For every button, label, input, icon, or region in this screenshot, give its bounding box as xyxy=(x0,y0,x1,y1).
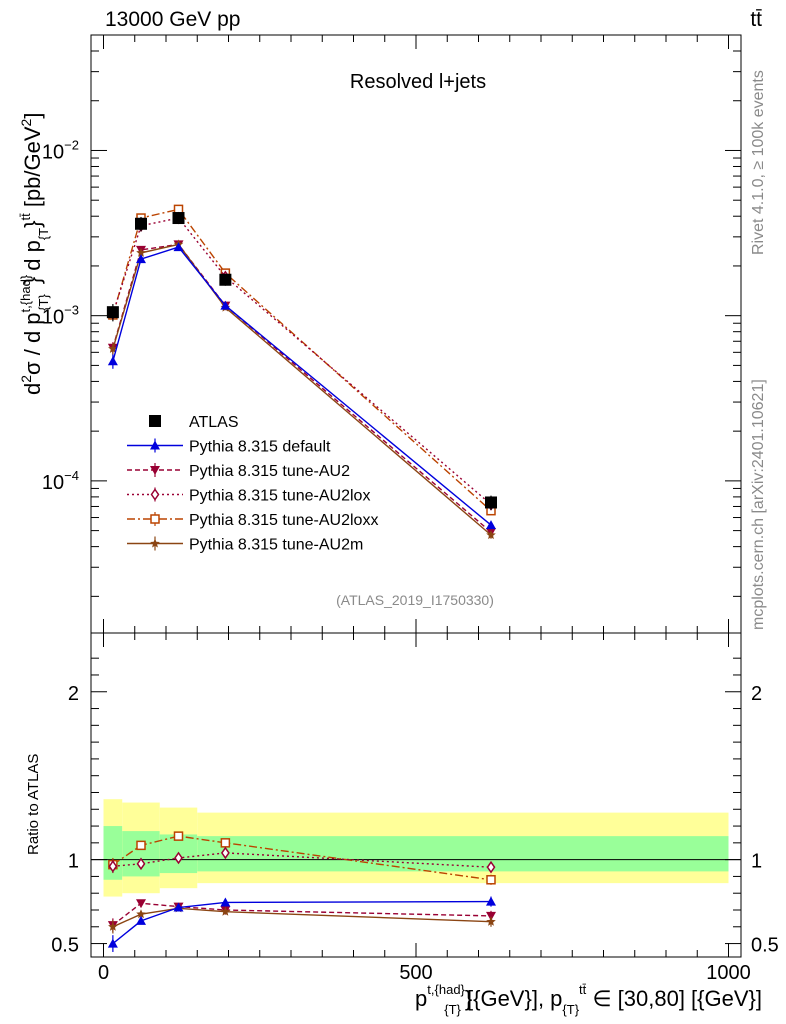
ratio-y-axis-label: Ratio to ATLAS xyxy=(25,754,42,855)
ratio-point-au2m xyxy=(220,906,231,916)
ratio-y-tick-label-right: 1 xyxy=(751,851,762,873)
legend-label-au2lox: Pythia 8.315 tune-AU2lox xyxy=(189,488,370,505)
point-data xyxy=(135,217,147,230)
x-axis-label: pt,{had}}{T} [{GeV}], p{T}tt̄ ∈ [30,80] … xyxy=(415,982,762,1017)
ratio-y-tick-label-right: 2 xyxy=(751,683,762,705)
main-panel-ticks: 10−4 10−3 10−2 xyxy=(42,34,741,633)
ratio-point-default xyxy=(173,902,184,912)
point-data xyxy=(106,306,119,319)
ratio-band-green xyxy=(291,836,729,872)
legend: ATLAS Pythia 8.315 default Pythia 8.315 tu… xyxy=(127,414,378,554)
process-label: tt̄ xyxy=(750,8,762,31)
point-au2m xyxy=(136,247,146,257)
ratio-point-au2loxx xyxy=(136,840,146,851)
main-series-group xyxy=(106,204,497,540)
ratio-point-au2m xyxy=(136,909,146,919)
ratio-point-default xyxy=(220,897,231,907)
ratio-point-default xyxy=(486,896,496,906)
main-y-tick-label: 10−3 xyxy=(42,303,79,329)
point-default xyxy=(107,356,118,366)
ratio-band-green xyxy=(197,836,291,872)
main-y-tick-label: 10−4 xyxy=(42,468,79,494)
ratio-point-au2 xyxy=(136,899,146,909)
point-data xyxy=(219,273,232,286)
main-title: Resolved l+jets xyxy=(350,71,486,93)
point-data xyxy=(172,212,185,225)
point-default xyxy=(136,254,146,264)
legend-label-au2loxx: Pythia 8.315 tune-AU2loxx xyxy=(189,512,378,529)
ratio-point-au2 xyxy=(486,911,496,921)
ratio-y-tick-label-left: 0.5 xyxy=(51,935,79,957)
legend-label-au2: Pythia 8.315 tune-AU2 xyxy=(189,463,350,480)
ratio-point-au2m xyxy=(486,916,496,926)
ratio-uncertainty-bands xyxy=(91,799,741,897)
ratio-point-au2loxx xyxy=(486,875,496,885)
legend-marker-au2 xyxy=(150,466,160,475)
point-default xyxy=(173,242,184,252)
ratio-point-au2lox xyxy=(136,857,146,871)
ratio-point-au2lox xyxy=(108,860,118,873)
legend-marker-au2m xyxy=(150,538,160,548)
energy-label: 13000 GeV pp xyxy=(105,8,240,31)
ratio-y-tick-label-left: 1 xyxy=(68,851,79,873)
legend-label-data: ATLAS xyxy=(189,414,239,431)
ratio-panel-ticks: 0.5 0.5 1 1 2 2 0 500 1000 xyxy=(51,633,779,984)
main-y-axis-label: d2σ / d pt,{had} {T}} d p{T}tt̄ [pb/GeV2] xyxy=(18,113,51,395)
legend-marker-data xyxy=(149,415,161,427)
ratio-series-group xyxy=(107,831,496,952)
ratio-point-default xyxy=(136,915,146,925)
ratio-point-au2loxx xyxy=(173,831,184,841)
ratio-line-default xyxy=(112,900,492,945)
legend-marker-au2lox xyxy=(150,488,160,501)
ratio-point-default xyxy=(107,938,118,948)
ratio-panel-frame xyxy=(90,632,742,958)
x-tick-label: 500 xyxy=(399,962,432,984)
ratio-point-au2lox xyxy=(174,851,183,865)
analysis-id: (ATLAS_2019_I1750330) xyxy=(336,592,494,608)
ratio-point-au2m xyxy=(108,921,118,931)
ratio-point-au2loxx xyxy=(220,838,231,848)
mcplots-label: mcplots.cern.ch [arXiv:2401.10621] xyxy=(750,379,767,630)
ratio-y-tick-label-right: 0.5 xyxy=(751,935,779,957)
point-au2m xyxy=(486,530,496,540)
x-tick-label: 0 xyxy=(98,962,109,984)
legend-label-default: Pythia 8.315 default xyxy=(189,439,331,456)
ratio-point-au2lox xyxy=(486,860,496,874)
main-y-tick-label: 10−2 xyxy=(42,137,79,163)
legend-marker-au2loxx xyxy=(150,514,160,524)
ratio-line-au2loxx xyxy=(112,835,492,881)
rivet-label: Rivet 4.1.0, ≥ 100k events xyxy=(750,70,767,255)
point-default xyxy=(220,300,231,310)
legend-label-au2m: Pythia 8.315 tune-AU2m xyxy=(189,537,363,554)
x-tick-label: 1000 xyxy=(706,962,751,984)
ratio-y-tick-label-left: 2 xyxy=(68,683,79,705)
series-line-au2lox xyxy=(112,217,492,505)
ratio-point-au2lox xyxy=(220,846,230,860)
point-default xyxy=(486,520,496,530)
legend-marker-default xyxy=(150,440,160,450)
point-data xyxy=(485,496,497,509)
